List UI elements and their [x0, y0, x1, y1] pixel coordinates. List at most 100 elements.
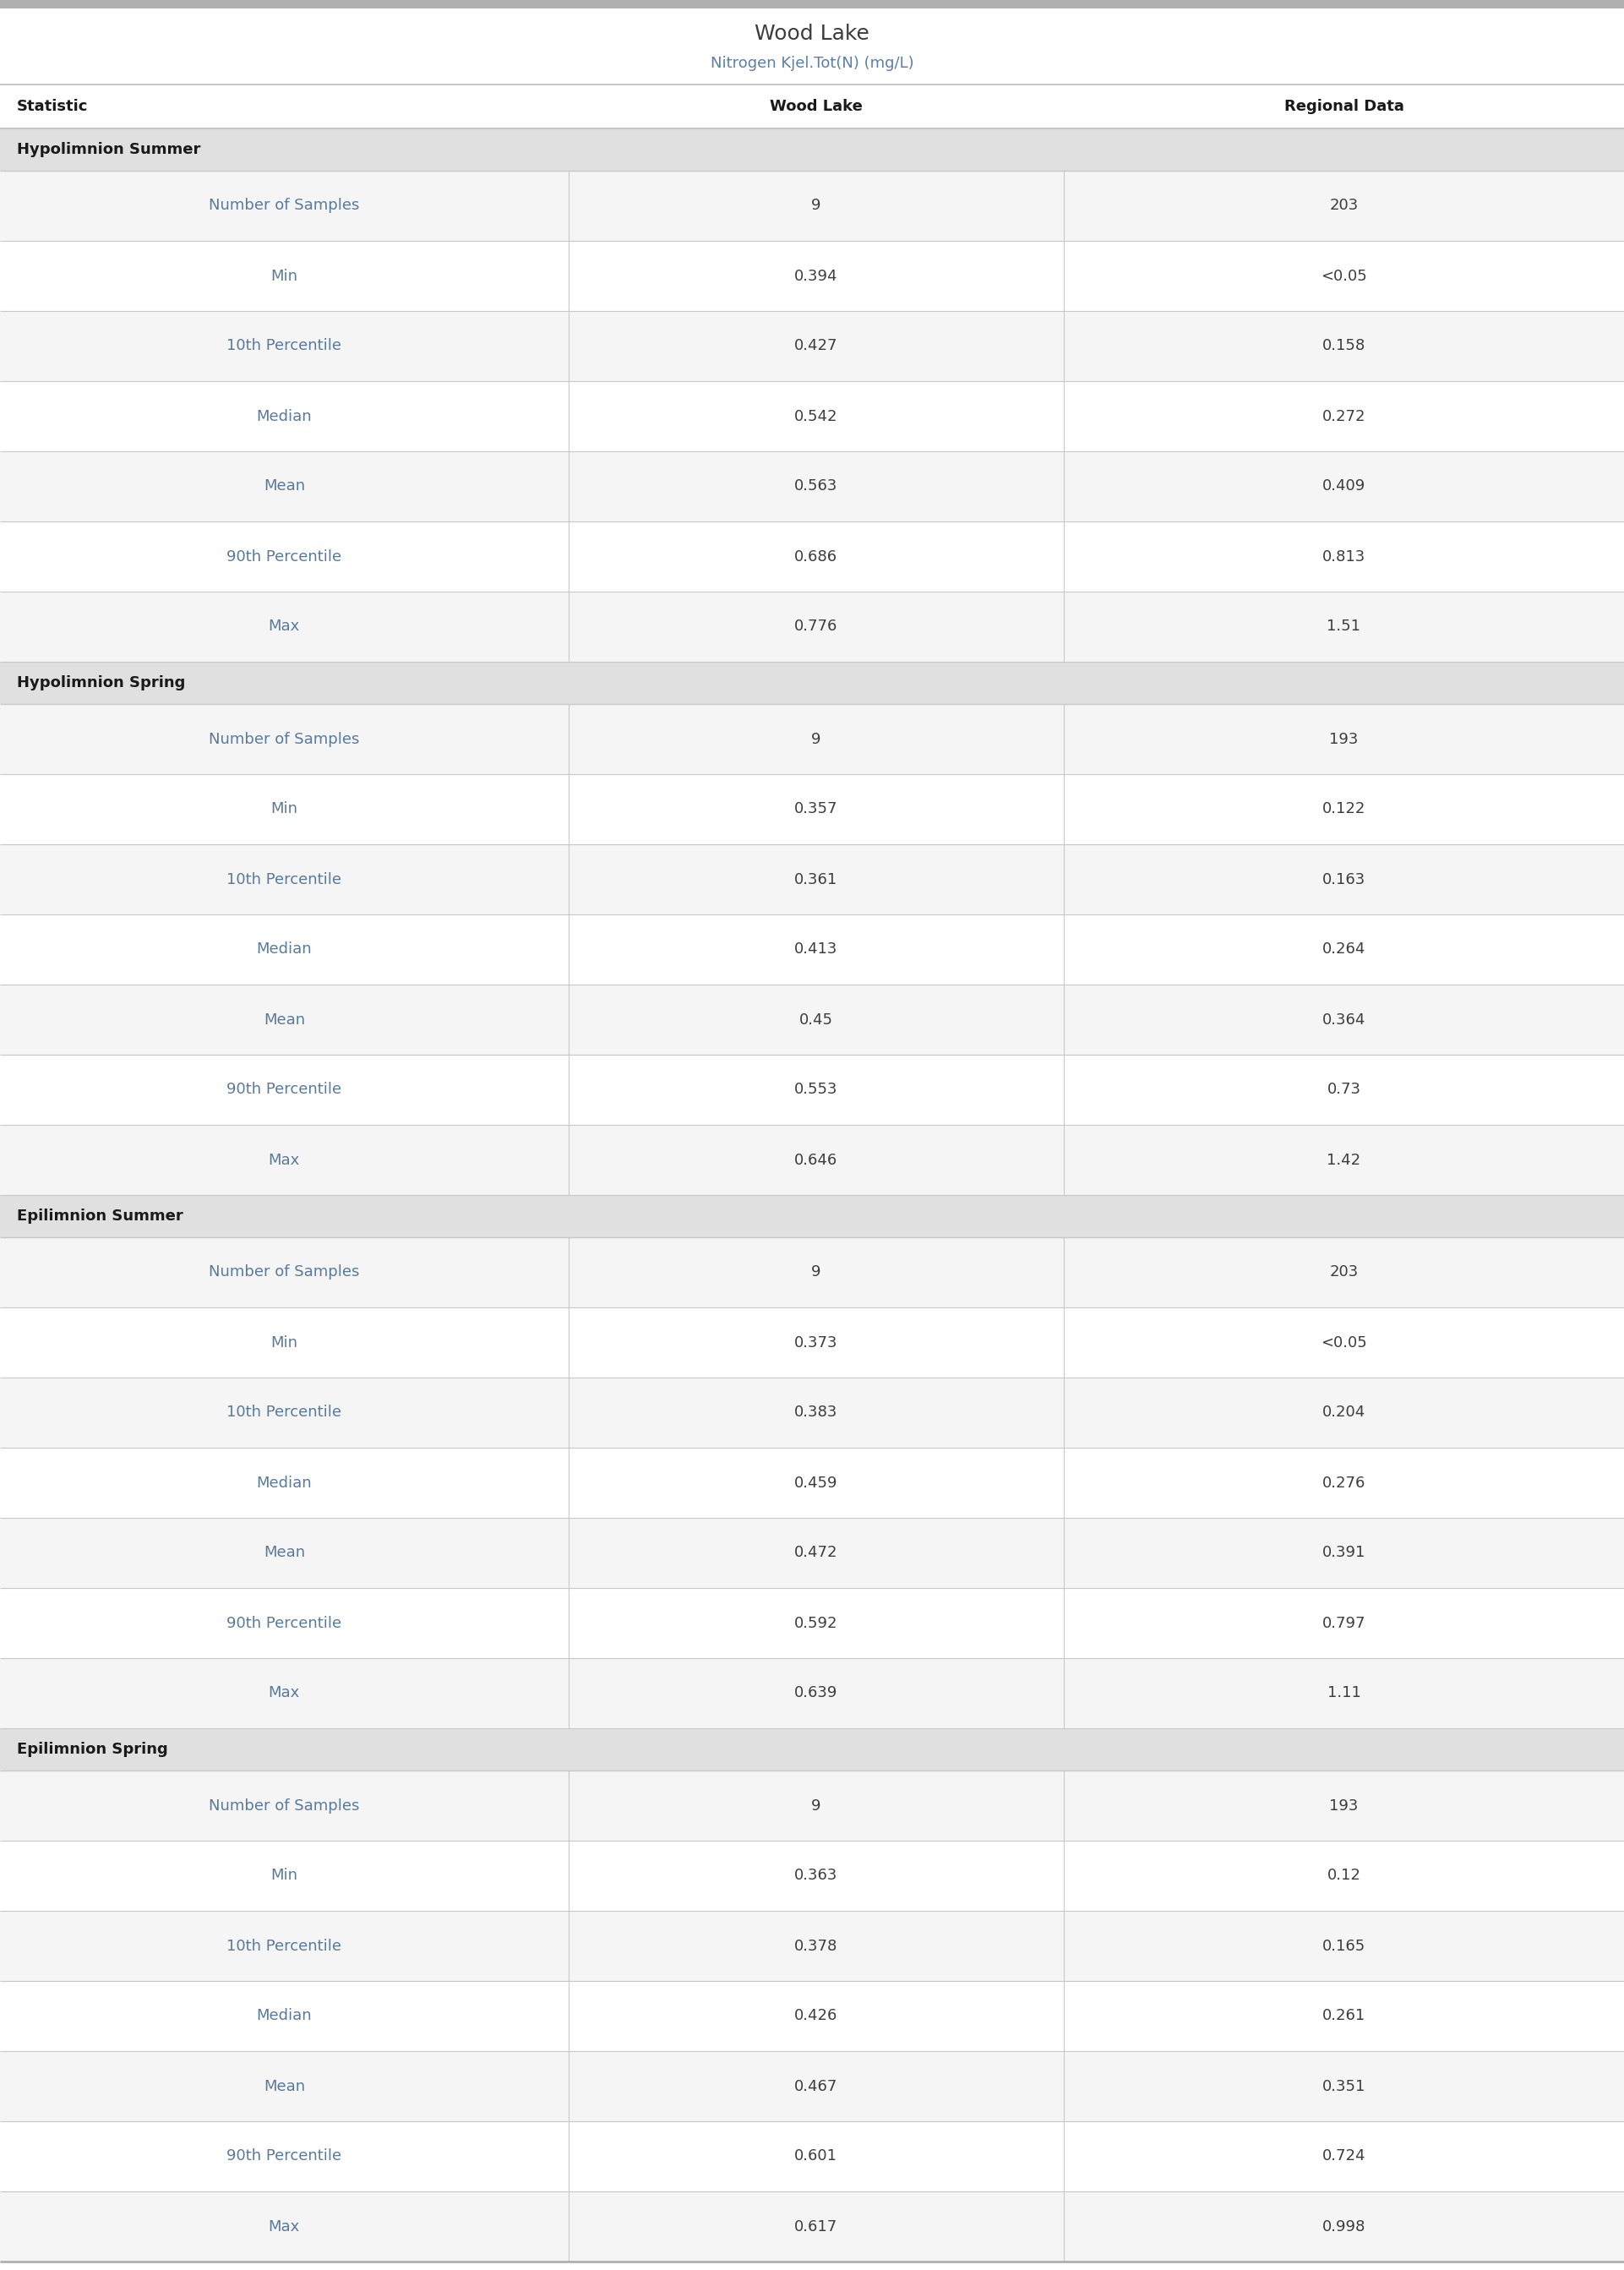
Bar — [0, 311, 1624, 381]
Text: 0.394: 0.394 — [794, 268, 838, 284]
Text: 0.427: 0.427 — [794, 338, 838, 354]
Text: 0.391: 0.391 — [1322, 1546, 1366, 1559]
Text: 0.592: 0.592 — [794, 1616, 838, 1630]
Text: 0.373: 0.373 — [794, 1335, 838, 1351]
Bar — [0, 0, 1624, 9]
Text: 0.364: 0.364 — [1322, 1012, 1366, 1028]
Text: Nitrogen Kjel.Tot(N) (mg/L): Nitrogen Kjel.Tot(N) (mg/L) — [710, 54, 914, 70]
Text: Min: Min — [271, 1335, 297, 1351]
Text: 0.204: 0.204 — [1322, 1405, 1366, 1421]
Text: Max: Max — [268, 2218, 300, 2234]
Text: Number of Samples: Number of Samples — [209, 197, 359, 213]
Text: Mean: Mean — [263, 479, 305, 495]
Text: 0.813: 0.813 — [1322, 549, 1366, 565]
Text: Mean: Mean — [263, 2079, 305, 2093]
Text: 90th Percentile: 90th Percentile — [227, 549, 341, 565]
Text: Number of Samples: Number of Samples — [209, 731, 359, 747]
Text: Mean: Mean — [263, 1012, 305, 1028]
Text: 0.357: 0.357 — [794, 801, 838, 817]
Text: <0.05: <0.05 — [1320, 1335, 1367, 1351]
Bar — [0, 1911, 1624, 1982]
Text: Max: Max — [268, 1687, 300, 1700]
Text: 0.165: 0.165 — [1322, 1939, 1366, 1954]
Bar — [0, 774, 1624, 844]
Bar — [0, 1126, 1624, 1194]
Bar — [0, 452, 1624, 522]
Text: 0.617: 0.617 — [794, 2218, 838, 2234]
Text: 0.639: 0.639 — [794, 1687, 838, 1700]
Bar — [0, 2120, 1624, 2191]
Text: 10th Percentile: 10th Percentile — [227, 1939, 341, 1954]
Text: 0.264: 0.264 — [1322, 942, 1366, 958]
Text: 0.724: 0.724 — [1322, 2150, 1366, 2163]
Bar — [0, 84, 1624, 129]
Text: 10th Percentile: 10th Percentile — [227, 872, 341, 888]
Text: 0.459: 0.459 — [794, 1476, 838, 1491]
Text: 0.12: 0.12 — [1327, 1868, 1361, 1884]
Text: 0.998: 0.998 — [1322, 2218, 1366, 2234]
Text: Max: Max — [268, 1153, 300, 1167]
Text: Statistic: Statistic — [16, 100, 88, 114]
Bar — [0, 1771, 1624, 1841]
Text: Max: Max — [268, 620, 300, 633]
Text: Epilimnion Summer: Epilimnion Summer — [16, 1208, 184, 1224]
Text: <0.05: <0.05 — [1320, 268, 1367, 284]
Text: Epilimnion Spring: Epilimnion Spring — [16, 1741, 167, 1757]
Bar — [0, 1056, 1624, 1126]
Text: 203: 203 — [1330, 1264, 1358, 1280]
Text: Number of Samples: Number of Samples — [209, 1798, 359, 1814]
Text: 10th Percentile: 10th Percentile — [227, 338, 341, 354]
Text: 1.42: 1.42 — [1327, 1153, 1361, 1167]
Text: 0.122: 0.122 — [1322, 801, 1366, 817]
Text: 0.467: 0.467 — [794, 2079, 838, 2093]
Bar — [0, 1237, 1624, 1308]
Bar — [0, 2191, 1624, 2261]
Text: Number of Samples: Number of Samples — [209, 1264, 359, 1280]
Text: 9: 9 — [812, 1798, 820, 1814]
Bar — [0, 241, 1624, 311]
Text: 0.797: 0.797 — [1322, 1616, 1366, 1630]
Text: 1.11: 1.11 — [1327, 1687, 1361, 1700]
Text: Min: Min — [271, 268, 297, 284]
Text: 0.776: 0.776 — [794, 620, 838, 633]
Bar — [0, 1448, 1624, 1519]
Text: 0.73: 0.73 — [1327, 1083, 1361, 1096]
Bar — [0, 1982, 1624, 2052]
Text: Median: Median — [257, 409, 312, 424]
Text: 1.51: 1.51 — [1327, 620, 1361, 633]
Bar — [0, 522, 1624, 592]
Text: 0.272: 0.272 — [1322, 409, 1366, 424]
Text: 0.363: 0.363 — [794, 1868, 838, 1884]
Text: Wood Lake: Wood Lake — [770, 100, 862, 114]
Text: 0.553: 0.553 — [794, 1083, 838, 1096]
Text: 0.45: 0.45 — [799, 1012, 833, 1028]
Bar — [0, 663, 1624, 704]
Bar — [0, 1519, 1624, 1589]
Text: 0.413: 0.413 — [794, 942, 838, 958]
Text: 203: 203 — [1330, 197, 1358, 213]
Text: 0.351: 0.351 — [1322, 2079, 1366, 2093]
Bar — [0, 381, 1624, 452]
Text: Regional Data: Regional Data — [1285, 100, 1403, 114]
Text: 90th Percentile: 90th Percentile — [227, 1083, 341, 1096]
Text: 193: 193 — [1330, 1798, 1358, 1814]
Text: 193: 193 — [1330, 731, 1358, 747]
Text: 0.158: 0.158 — [1322, 338, 1366, 354]
Text: 10th Percentile: 10th Percentile — [227, 1405, 341, 1421]
Bar — [0, 1194, 1624, 1237]
Bar — [0, 844, 1624, 915]
Text: Min: Min — [271, 1868, 297, 1884]
Text: 0.601: 0.601 — [794, 2150, 838, 2163]
Bar — [0, 2052, 1624, 2120]
Text: 0.472: 0.472 — [794, 1546, 838, 1559]
Text: 0.563: 0.563 — [794, 479, 838, 495]
Text: 9: 9 — [812, 197, 820, 213]
Text: Min: Min — [271, 801, 297, 817]
Text: 0.163: 0.163 — [1322, 872, 1366, 888]
Text: 9: 9 — [812, 731, 820, 747]
Bar — [0, 985, 1624, 1056]
Text: 0.409: 0.409 — [1322, 479, 1366, 495]
Text: Mean: Mean — [263, 1546, 305, 1559]
Text: 0.426: 0.426 — [794, 2009, 838, 2023]
Text: 0.261: 0.261 — [1322, 2009, 1366, 2023]
